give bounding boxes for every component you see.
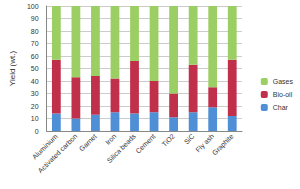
svg-text:10: 10 — [31, 115, 39, 122]
svg-text:90: 90 — [31, 15, 39, 22]
svg-text:TiO2: TiO2 — [161, 132, 177, 148]
svg-text:20: 20 — [31, 103, 39, 110]
svg-text:70: 70 — [31, 40, 39, 47]
svg-text:Char: Char — [273, 104, 289, 111]
svg-text:Silica beads: Silica beads — [105, 132, 137, 164]
svg-text:40: 40 — [31, 78, 39, 85]
svg-text:Garnet: Garnet — [78, 132, 98, 152]
svg-text:Iron: Iron — [104, 132, 118, 146]
svg-text:SiC: SiC — [183, 133, 196, 146]
svg-text:30: 30 — [31, 90, 39, 97]
svg-text:100: 100 — [27, 3, 39, 10]
svg-text:Bio-oil: Bio-oil — [273, 91, 293, 98]
svg-text:50: 50 — [31, 65, 39, 72]
svg-text:80: 80 — [31, 28, 39, 35]
svg-text:Graphite: Graphite — [211, 132, 236, 157]
svg-text:0: 0 — [35, 128, 39, 135]
svg-text:60: 60 — [31, 53, 39, 60]
svg-text:Fly ash: Fly ash — [194, 132, 216, 154]
svg-text:Aluminium: Aluminium — [30, 132, 59, 161]
svg-text:Activated carbon: Activated carbon — [37, 132, 79, 174]
svg-text:Gases: Gases — [273, 78, 294, 85]
svg-text:Yield (wt.): Yield (wt.) — [8, 51, 17, 87]
svg-text:Cement: Cement — [134, 132, 156, 154]
